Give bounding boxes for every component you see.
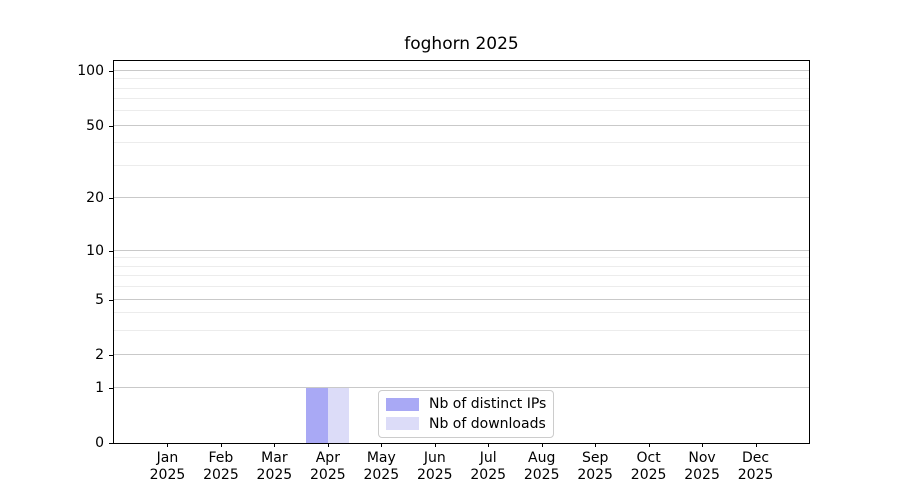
x-tick-month: Jul <box>479 450 497 466</box>
x-tick-label: Mar 2025 <box>257 450 293 484</box>
x-tick-year: 2025 <box>416 467 453 483</box>
x-tick-mark <box>220 443 222 447</box>
legend-row: Nb of distinct IPs <box>386 395 546 413</box>
x-tick-month: Feb <box>208 450 234 466</box>
x-tick-month: Jun <box>423 450 446 466</box>
x-tick-month: Oct <box>636 450 661 466</box>
bar-downloads <box>327 388 350 443</box>
y-minor-gridline <box>114 165 809 167</box>
x-tick-year: 2025 <box>737 467 774 483</box>
legend-box: Nb of distinct IPs Nb of downloads <box>378 390 554 438</box>
y-tick-label: 1 <box>95 380 104 397</box>
y-minor-gridline <box>114 142 809 144</box>
x-tick-label: Jan 2025 <box>150 450 186 484</box>
legend-label: Nb of downloads <box>429 415 546 432</box>
x-tick-mark <box>488 443 490 447</box>
bar-distinct-ips <box>306 388 328 443</box>
y-minor-gridline <box>114 274 809 276</box>
y-minor-gridline <box>114 329 809 331</box>
x-tick-year: 2025 <box>470 467 507 483</box>
legend-swatch-downloads <box>386 417 419 431</box>
x-tick-mark <box>702 443 704 447</box>
x-tick-year: 2025 <box>256 467 293 483</box>
y-tick-mark <box>109 70 113 72</box>
x-tick-year: 2025 <box>684 467 720 483</box>
y-minor-gridline <box>114 98 809 100</box>
x-tick-month: Nov <box>688 450 716 466</box>
x-tick-year: 2025 <box>203 467 239 483</box>
y-tick-label: 10 <box>86 243 104 259</box>
y-tick-label: 2 <box>95 347 104 364</box>
y-minor-gridline <box>114 87 809 89</box>
x-tick-mark <box>648 443 650 447</box>
x-tick-mark <box>434 443 436 447</box>
x-tick-year: 2025 <box>310 467 346 483</box>
x-tick-mark <box>541 443 543 447</box>
x-tick-mark <box>595 443 597 447</box>
x-tick-month: Mar <box>261 450 288 466</box>
y-major-gridline <box>114 354 809 356</box>
x-tick-label: Jun 2025 <box>417 450 453 484</box>
x-tick-year: 2025 <box>577 467 613 483</box>
y-major-gridline <box>114 124 809 126</box>
x-tick-month: Dec <box>741 450 770 466</box>
x-tick-label: Feb 2025 <box>203 450 239 484</box>
y-tick-mark <box>109 388 113 390</box>
x-tick-mark <box>327 443 329 447</box>
chart-title: foghorn 2025 <box>404 34 519 54</box>
x-tick-year: 2025 <box>630 467 667 483</box>
x-tick-label: May 2025 <box>363 450 399 484</box>
y-tick-label: 50 <box>86 117 104 134</box>
y-major-gridline <box>114 250 809 252</box>
y-minor-gridline <box>114 285 809 287</box>
x-tick-mark <box>167 443 169 447</box>
y-tick-label: 5 <box>95 291 104 308</box>
x-tick-mark <box>274 443 276 447</box>
y-major-gridline <box>114 298 809 300</box>
x-tick-month: Apr <box>315 450 340 466</box>
legend-swatch-distinct-ips <box>386 397 419 411</box>
x-tick-label: Aug 2025 <box>524 450 560 484</box>
y-tick-mark <box>109 251 113 252</box>
legend-row: Nb of downloads <box>386 415 546 433</box>
x-tick-mark <box>755 443 757 447</box>
x-tick-month: Sep <box>581 450 609 466</box>
x-tick-label: Nov 2025 <box>684 450 720 484</box>
y-tick-mark <box>109 198 113 200</box>
x-tick-month: Jan <box>156 450 179 466</box>
y-tick-label: 0 <box>95 435 104 451</box>
x-tick-label: Apr 2025 <box>310 450 346 484</box>
x-tick-month: Aug <box>528 450 556 466</box>
y-tick-label: 20 <box>86 190 104 207</box>
y-minor-gridline <box>114 256 809 258</box>
y-minor-gridline <box>114 265 809 267</box>
y-major-gridline <box>114 197 809 199</box>
x-tick-label: Jul 2025 <box>470 450 506 484</box>
plot-area: Nb of distinct IPs Nb of downloads 0 1 2 5 10… <box>77 60 810 483</box>
y-major-gridline <box>114 69 809 71</box>
x-tick-label: Dec 2025 <box>738 450 774 484</box>
y-tick-mark <box>109 125 113 127</box>
x-tick-month: May <box>366 450 396 466</box>
x-tick-label: Sep 2025 <box>577 450 613 484</box>
y-tick-label: 100 <box>77 62 104 79</box>
x-tick-year: 2025 <box>363 467 400 483</box>
y-minor-gridline <box>114 312 809 314</box>
y-minor-gridline <box>114 78 809 80</box>
x-tick-year: 2025 <box>149 467 186 483</box>
y-major-gridline <box>114 387 809 389</box>
y-tick-mark <box>109 355 113 357</box>
y-tick-mark <box>109 443 113 444</box>
legend-label: Nb of distinct IPs <box>429 396 547 413</box>
x-tick-mark <box>381 443 383 447</box>
x-tick-label: Oct 2025 <box>631 450 667 484</box>
y-minor-gridline <box>114 110 809 112</box>
x-tick-year: 2025 <box>523 467 560 483</box>
y-tick-mark <box>109 299 113 301</box>
